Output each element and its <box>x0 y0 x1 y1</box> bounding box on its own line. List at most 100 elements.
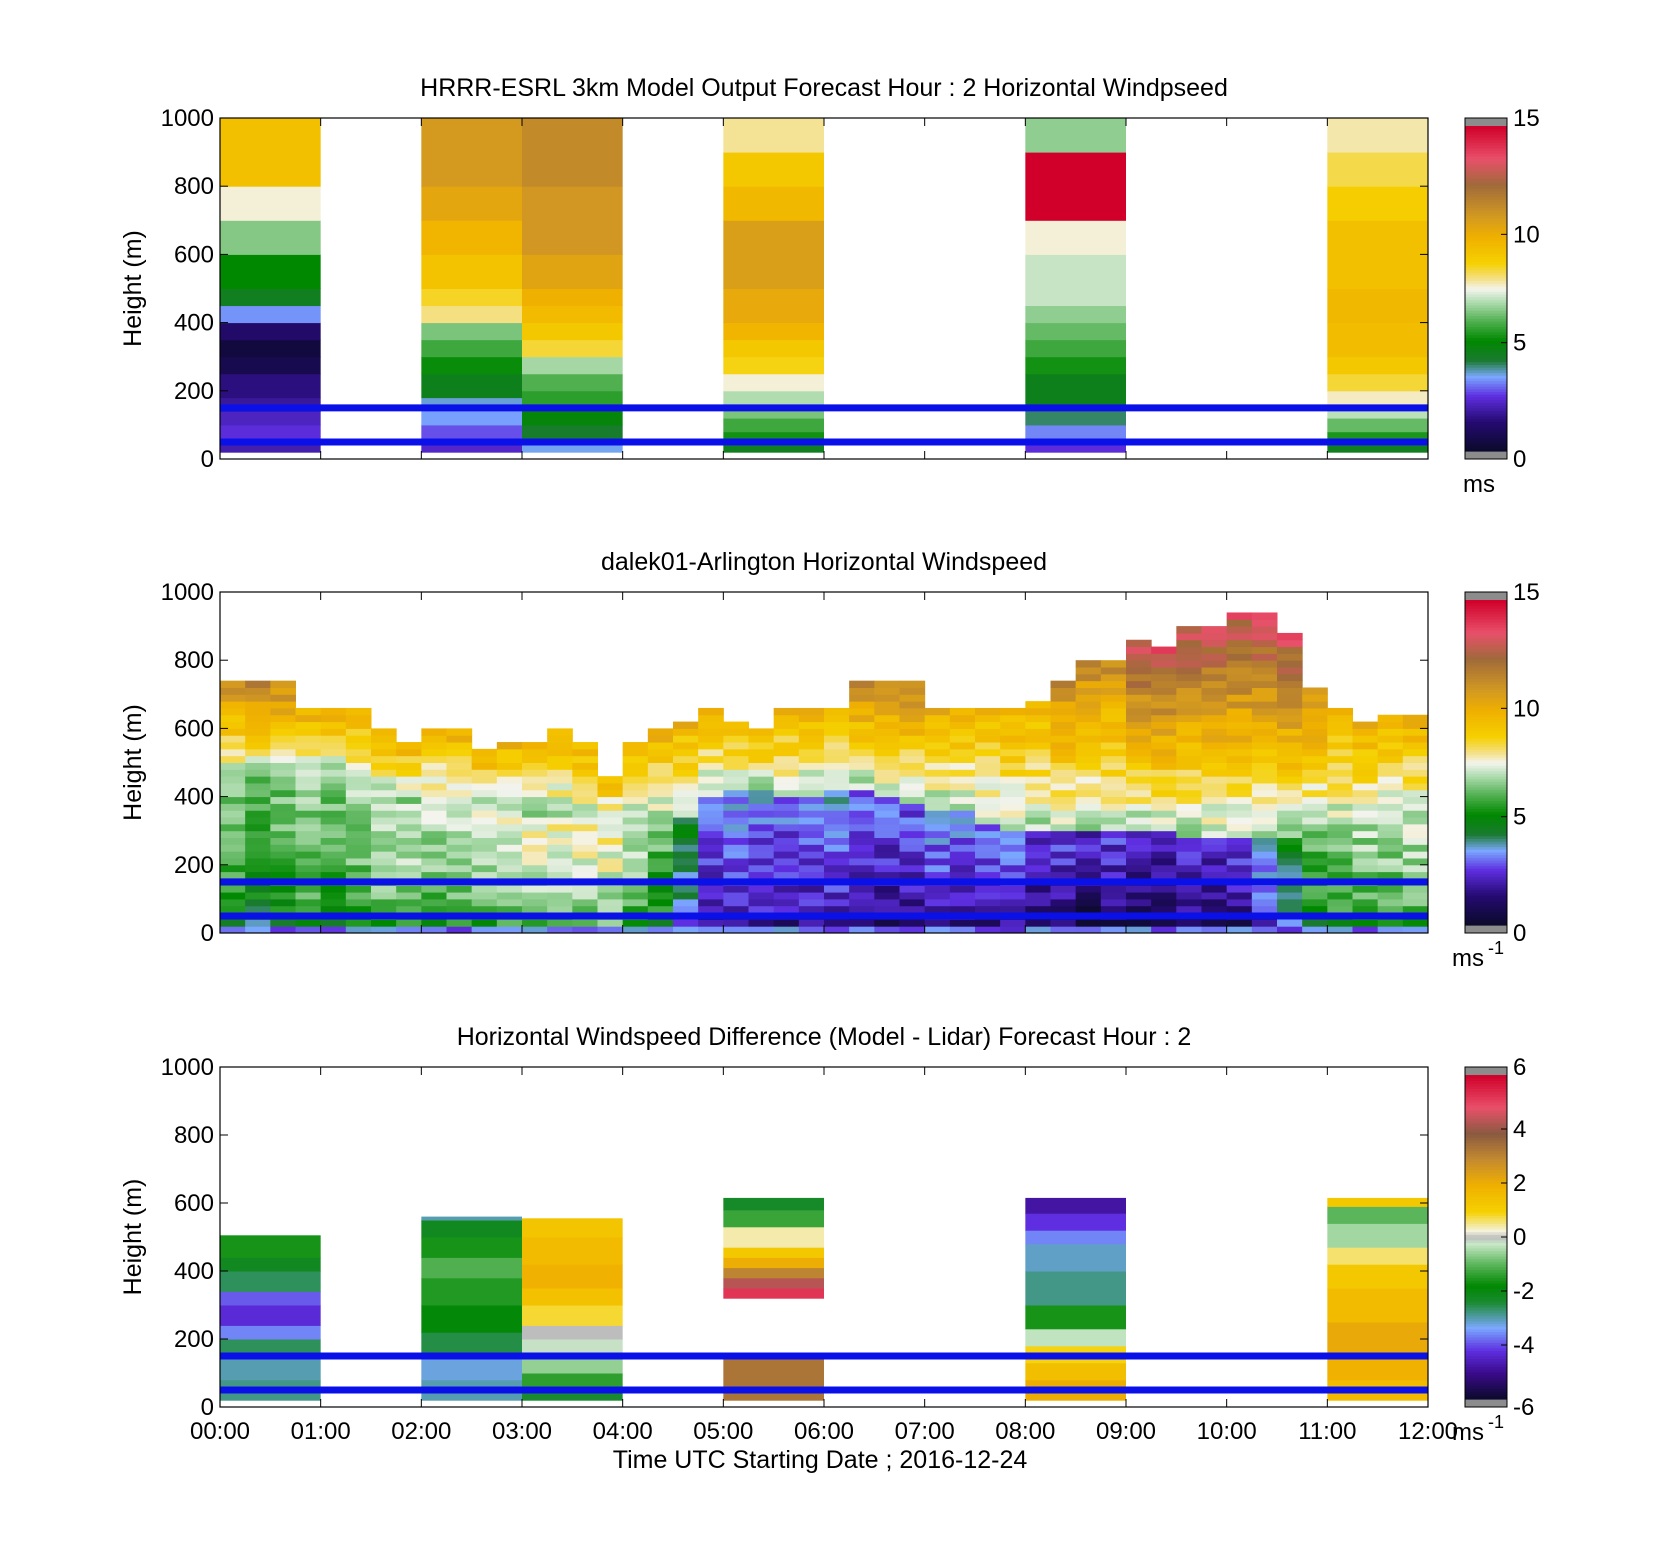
panel2-cell <box>1176 694 1202 702</box>
panel2-cell <box>773 837 800 845</box>
panel2-cell <box>798 728 825 736</box>
panel2-cell <box>1277 769 1303 777</box>
panel2-cell <box>1126 680 1152 688</box>
panel2-cell <box>1402 810 1429 818</box>
panel2-cell <box>1302 755 1328 763</box>
panel2-cell <box>1176 796 1202 804</box>
panel2-cell <box>1075 680 1102 688</box>
panel2-cell <box>220 762 246 770</box>
panel2-cell <box>320 782 347 791</box>
panel2-cell <box>1277 871 1303 879</box>
panel1-colorbar-cap <box>1465 451 1507 459</box>
panel1-cell <box>522 390 623 409</box>
panel2-cell <box>396 851 422 859</box>
panel2-cell <box>647 735 674 743</box>
panel2-cell <box>295 823 322 832</box>
panel2-colorbar-step <box>1465 776 1507 780</box>
panel2-cell <box>1226 714 1253 723</box>
panel2-cell <box>773 926 800 934</box>
panel2-cell <box>421 796 447 804</box>
panel2-cell <box>446 742 473 750</box>
panel3-cell <box>1025 1271 1126 1306</box>
panel2-cell <box>1075 694 1102 702</box>
panel2-cell <box>723 803 749 811</box>
panel2-cell <box>1000 735 1026 743</box>
panel3-colorbar-step <box>1465 1307 1507 1311</box>
panel2-cell <box>622 851 649 859</box>
panel2-cell <box>1377 776 1404 784</box>
panel2-colorbar-step <box>1465 640 1507 644</box>
panel2-cell <box>849 830 875 839</box>
panel2-cell <box>547 905 573 914</box>
panel2-cell <box>1302 851 1328 859</box>
panel2-cell <box>396 803 422 811</box>
panel2-cell <box>1075 810 1102 818</box>
panel2-cell <box>1100 673 1127 682</box>
panel1-colorbar-step <box>1465 218 1507 222</box>
panel2-cell <box>1075 673 1102 682</box>
panel2-cell <box>949 830 976 839</box>
panel2-cell <box>1000 844 1026 852</box>
panel1-colorbar-step <box>1465 432 1507 436</box>
panel2-cell <box>345 755 372 763</box>
panel2-cell <box>899 898 926 907</box>
panel2-cell <box>1302 748 1328 757</box>
panel2-cell <box>1201 707 1228 716</box>
panel1-cell <box>1327 322 1428 358</box>
panel2-cell <box>1277 905 1303 914</box>
panel2-cell <box>295 721 322 729</box>
panel2-cell <box>1075 803 1102 811</box>
panel1-cell <box>1327 220 1428 289</box>
panel2-cell <box>572 905 598 914</box>
panel2-cell <box>824 789 850 798</box>
panel2-cell <box>924 844 951 852</box>
panel2-cell <box>1050 694 1077 702</box>
panel2-cell <box>421 864 447 873</box>
panel3-x-tick-label: 09:00 <box>1096 1418 1156 1445</box>
panel2-cell <box>899 885 926 893</box>
panel2-cell <box>371 735 397 743</box>
panel2-cell <box>220 864 246 873</box>
panel1-colorbar-step <box>1465 448 1507 452</box>
panel2-cell <box>1277 728 1303 736</box>
panel2-cell <box>1176 837 1202 845</box>
panel1-colorbar-step <box>1465 318 1507 322</box>
panel1-colorbar-step <box>1465 334 1507 338</box>
panel1-colorbar-tick-label: 5 <box>1513 330 1526 357</box>
panel2-cell <box>320 714 347 723</box>
panel2-cell <box>547 857 573 866</box>
panel2-cell <box>345 714 372 723</box>
panel1-colorbar-frame <box>1464 117 1508 460</box>
panel2-cell <box>1176 776 1202 784</box>
panel2-cell <box>1226 796 1253 804</box>
panel2-cell <box>647 762 674 770</box>
panel3-colorbar-step <box>1465 1326 1507 1330</box>
panel2-cell <box>798 823 825 832</box>
panel2-cell <box>1050 687 1077 695</box>
panel2-cell <box>924 830 951 839</box>
panel2-cell <box>1100 857 1127 866</box>
panel2-colorbar-step <box>1465 689 1507 693</box>
panel2-cell <box>295 837 322 845</box>
panel2-cell <box>798 830 825 839</box>
panel3-cell <box>220 1291 321 1306</box>
panel2-cell <box>245 810 271 818</box>
panel2-cell <box>270 762 296 770</box>
panel2-cell <box>245 748 271 757</box>
panel2-cell <box>1251 667 1278 675</box>
panel2-cell <box>1251 905 1278 914</box>
panel2-cell <box>522 892 548 900</box>
panel1-cell <box>1327 152 1428 187</box>
panel3-colorbar-step <box>1465 1110 1507 1114</box>
panel2-cell <box>798 755 825 763</box>
panel2-cell <box>220 837 246 845</box>
panel2-cell <box>396 905 422 914</box>
panel2-cell <box>1302 776 1328 784</box>
panel2-cell <box>421 776 447 784</box>
panel2-cell <box>622 898 649 907</box>
panel3-colorbar-step <box>1465 1139 1507 1144</box>
panel2-cell <box>270 817 296 825</box>
panel2-cell <box>1176 680 1202 688</box>
panel2-cell <box>1176 817 1202 825</box>
panel2-cell <box>874 823 900 832</box>
